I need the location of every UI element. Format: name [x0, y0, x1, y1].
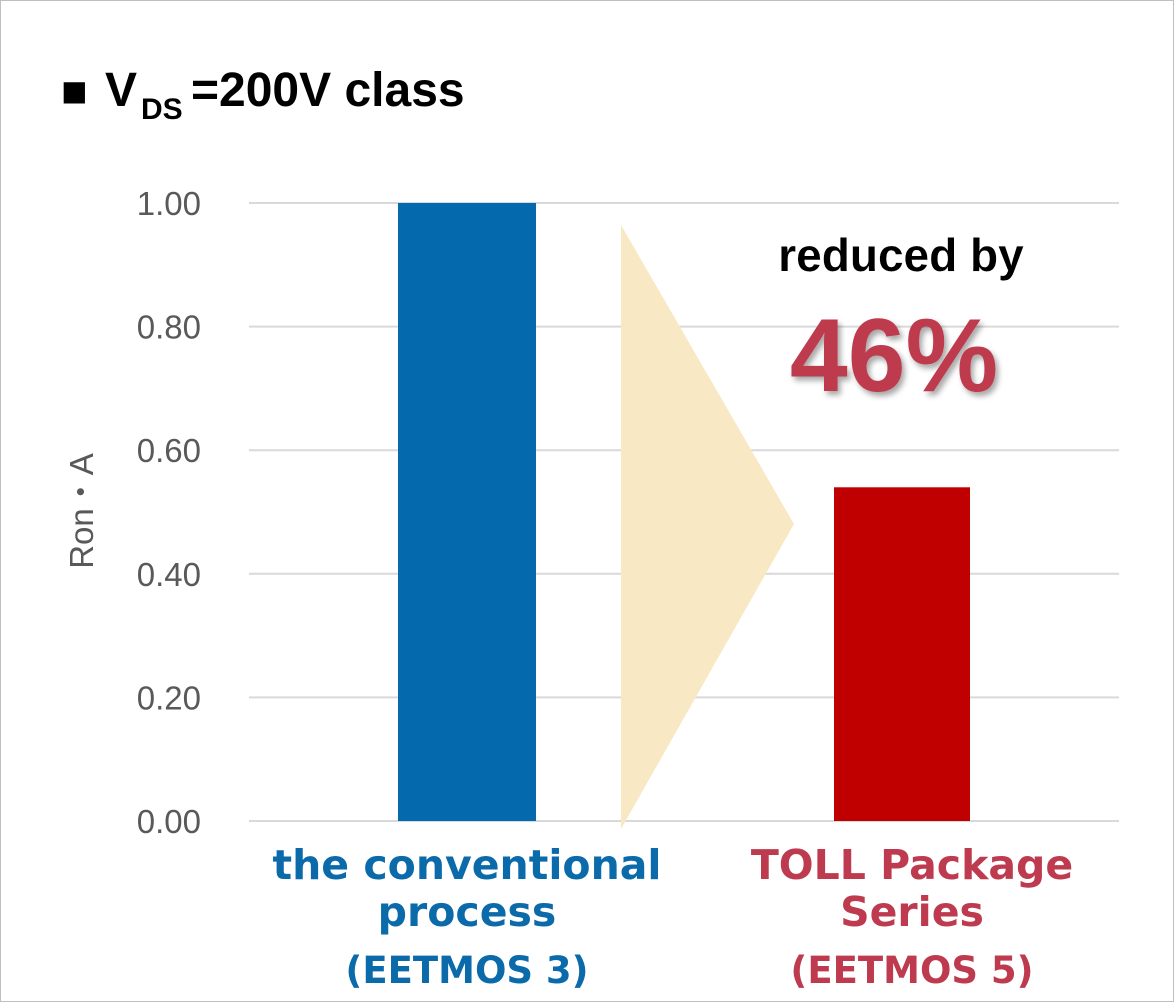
y-tick-label: 1.00: [137, 185, 201, 222]
bars: [398, 203, 970, 821]
arrow-shape: [621, 225, 794, 829]
category-label-line: (EETMOS 5): [790, 949, 1033, 992]
bar-1: [398, 203, 536, 821]
annotation-text: reduced by: [778, 229, 1024, 281]
y-tick-label: 0.80: [137, 309, 201, 346]
category-label-line: (EETMOS 3): [345, 949, 588, 992]
title-subscript: DS: [141, 93, 183, 126]
y-tick-labels: 0.00 0.20 0.40 0.60 0.80 1.00: [137, 185, 201, 840]
y-tick-label: 0.60: [137, 432, 201, 469]
title-marker: ■: [61, 67, 88, 116]
y-tick-label: 0.20: [137, 679, 201, 716]
y-tick-label: 0.40: [137, 556, 201, 593]
category-label-line: process: [378, 888, 557, 936]
category-label-line: TOLL Package: [751, 841, 1073, 889]
title-prefix: V: [105, 64, 137, 117]
category-label-line: Series: [840, 888, 984, 936]
category-label-line: the conventional: [273, 841, 662, 889]
chart-title: ■ V DS =200V class: [61, 64, 465, 126]
title-suffix: =200V class: [191, 64, 465, 117]
y-tick-label: 0.00: [137, 803, 201, 840]
annotation-value: 46%: [790, 298, 998, 414]
reduction-arrow: [621, 225, 794, 829]
bar-2: [834, 487, 970, 821]
y-axis-label: Ron・A: [63, 453, 100, 569]
